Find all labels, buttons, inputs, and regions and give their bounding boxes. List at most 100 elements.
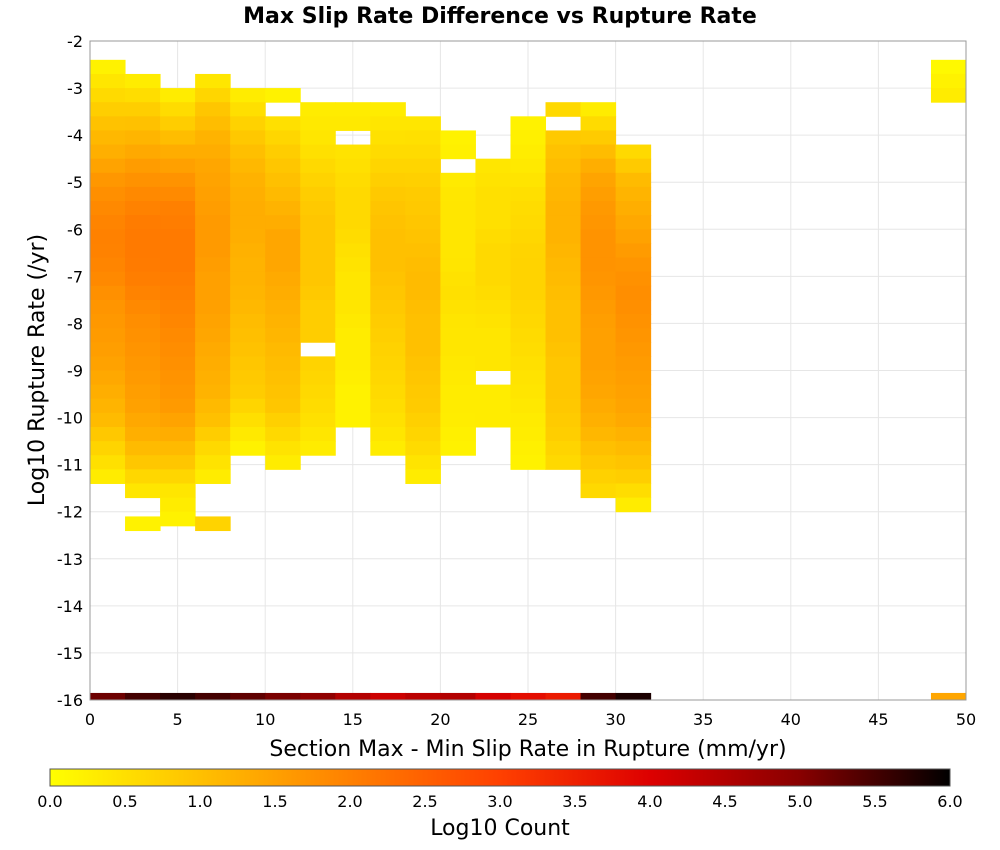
heatmap-cell (265, 384, 301, 400)
heatmap-cell (440, 186, 476, 202)
heatmap-cell (335, 229, 371, 244)
heatmap-cell (230, 314, 266, 329)
heatmap-cell (475, 412, 511, 428)
heatmap-cell (125, 229, 161, 244)
heatmap-cell (195, 356, 231, 371)
heatmap-cell (160, 271, 196, 287)
heatmap-cell (370, 243, 406, 259)
heatmap-cell (195, 370, 231, 386)
heatmap-cell (335, 215, 371, 230)
heatmap-cell (90, 229, 126, 244)
heatmap-cell (90, 342, 126, 357)
heatmap-cell (195, 469, 231, 484)
heatmap-cell (125, 441, 161, 456)
heatmap-cell (475, 172, 511, 188)
heatmap-cell (90, 88, 126, 103)
heatmap-cell (335, 257, 371, 273)
heatmap-cell (195, 441, 231, 456)
heatmap-cell (370, 102, 406, 117)
heatmap-cell (300, 356, 336, 371)
heatmap-cell (510, 384, 547, 400)
heatmap-cell (510, 285, 547, 301)
heatmap-cell (580, 144, 617, 160)
heatmap-cell-bottom (370, 692, 406, 700)
heatmap-cell (195, 384, 231, 400)
heatmap-cell (335, 158, 371, 174)
chart-title: Max Slip Rate Difference vs Rupture Rate (243, 4, 757, 29)
heatmap-cell (265, 243, 301, 259)
heatmap-cell (265, 370, 301, 386)
heatmap-cell (160, 144, 196, 160)
heatmap-cell (545, 426, 582, 442)
heatmap-cell (370, 285, 406, 301)
heatmap-cell (405, 441, 441, 456)
heatmap-cell (510, 172, 547, 188)
heatmap-cell (90, 215, 126, 230)
heatmap-cell (405, 158, 441, 174)
heatmap-cell (160, 412, 196, 428)
heatmap-cell (440, 130, 476, 146)
heatmap-cell (335, 186, 371, 202)
colorbar-tick-label: 5.0 (787, 792, 812, 811)
heatmap-cell (370, 144, 406, 160)
heatmap-cell (510, 116, 547, 131)
heatmap-cell (405, 469, 441, 484)
heatmap-cell (230, 257, 266, 273)
y-tick-label: -7 (67, 267, 83, 286)
heatmap-cell (615, 328, 652, 343)
heatmap-cell (580, 172, 617, 188)
heatmap-cell (125, 483, 161, 499)
heatmap-cell (580, 342, 617, 357)
heatmap-cell (615, 186, 652, 202)
x-tick-label: 45 (868, 710, 888, 729)
heatmap-cell-bottom (440, 692, 476, 700)
heatmap-cell (615, 356, 652, 371)
heatmap-cell-bottom (545, 692, 582, 700)
heatmap-cell-bottom (510, 692, 547, 700)
heatmap-cell (440, 229, 476, 244)
heatmap-cell (230, 102, 266, 117)
heatmap-cell (160, 257, 196, 273)
heatmap-cell (265, 285, 301, 301)
heatmap-cell (510, 398, 547, 414)
heatmap-cell (265, 426, 301, 442)
heatmap-cell (195, 201, 231, 216)
heatmap-cell (265, 271, 301, 287)
heatmap-cell (160, 483, 196, 499)
heatmap-cell (475, 158, 511, 174)
heatmap-cell (440, 426, 476, 442)
heatmap-cell (405, 328, 441, 343)
heatmap-cell (125, 314, 161, 329)
heatmap-cell (230, 116, 266, 131)
heatmap-cell (370, 441, 406, 456)
heatmap-cell (125, 158, 161, 174)
heatmap-cell (125, 102, 161, 117)
heatmap-cell (195, 412, 231, 428)
heatmap-cell (195, 229, 231, 244)
heatmap-cell (90, 370, 126, 386)
heatmap-cell (370, 328, 406, 343)
heatmap-cell (510, 328, 547, 343)
heatmap-cell (160, 441, 196, 456)
heatmap-cell (265, 328, 301, 343)
heatmap-cell (90, 384, 126, 400)
heatmap-cell (615, 384, 652, 400)
heatmap-cell (580, 201, 617, 216)
x-tick-label: 50 (956, 710, 976, 729)
heatmap-cell (510, 215, 547, 230)
colorbar-tick-label: 4.0 (637, 792, 662, 811)
heatmap-cell (335, 314, 371, 329)
heatmap-cell (545, 243, 582, 259)
heatmap-cell (300, 130, 336, 146)
heatmap-cell (335, 328, 371, 343)
x-tick-label: 10 (255, 710, 275, 729)
heatmap-cell (300, 158, 336, 174)
heatmap-cell (160, 328, 196, 343)
heatmap-cell (475, 314, 511, 329)
heatmap-cell (545, 370, 582, 386)
colorbar-tick-label: 1.0 (187, 792, 212, 811)
heatmap-cell (510, 370, 547, 386)
heatmap-cell (405, 426, 441, 442)
heatmap-cell (125, 201, 161, 216)
y-tick-label: -11 (57, 456, 83, 475)
